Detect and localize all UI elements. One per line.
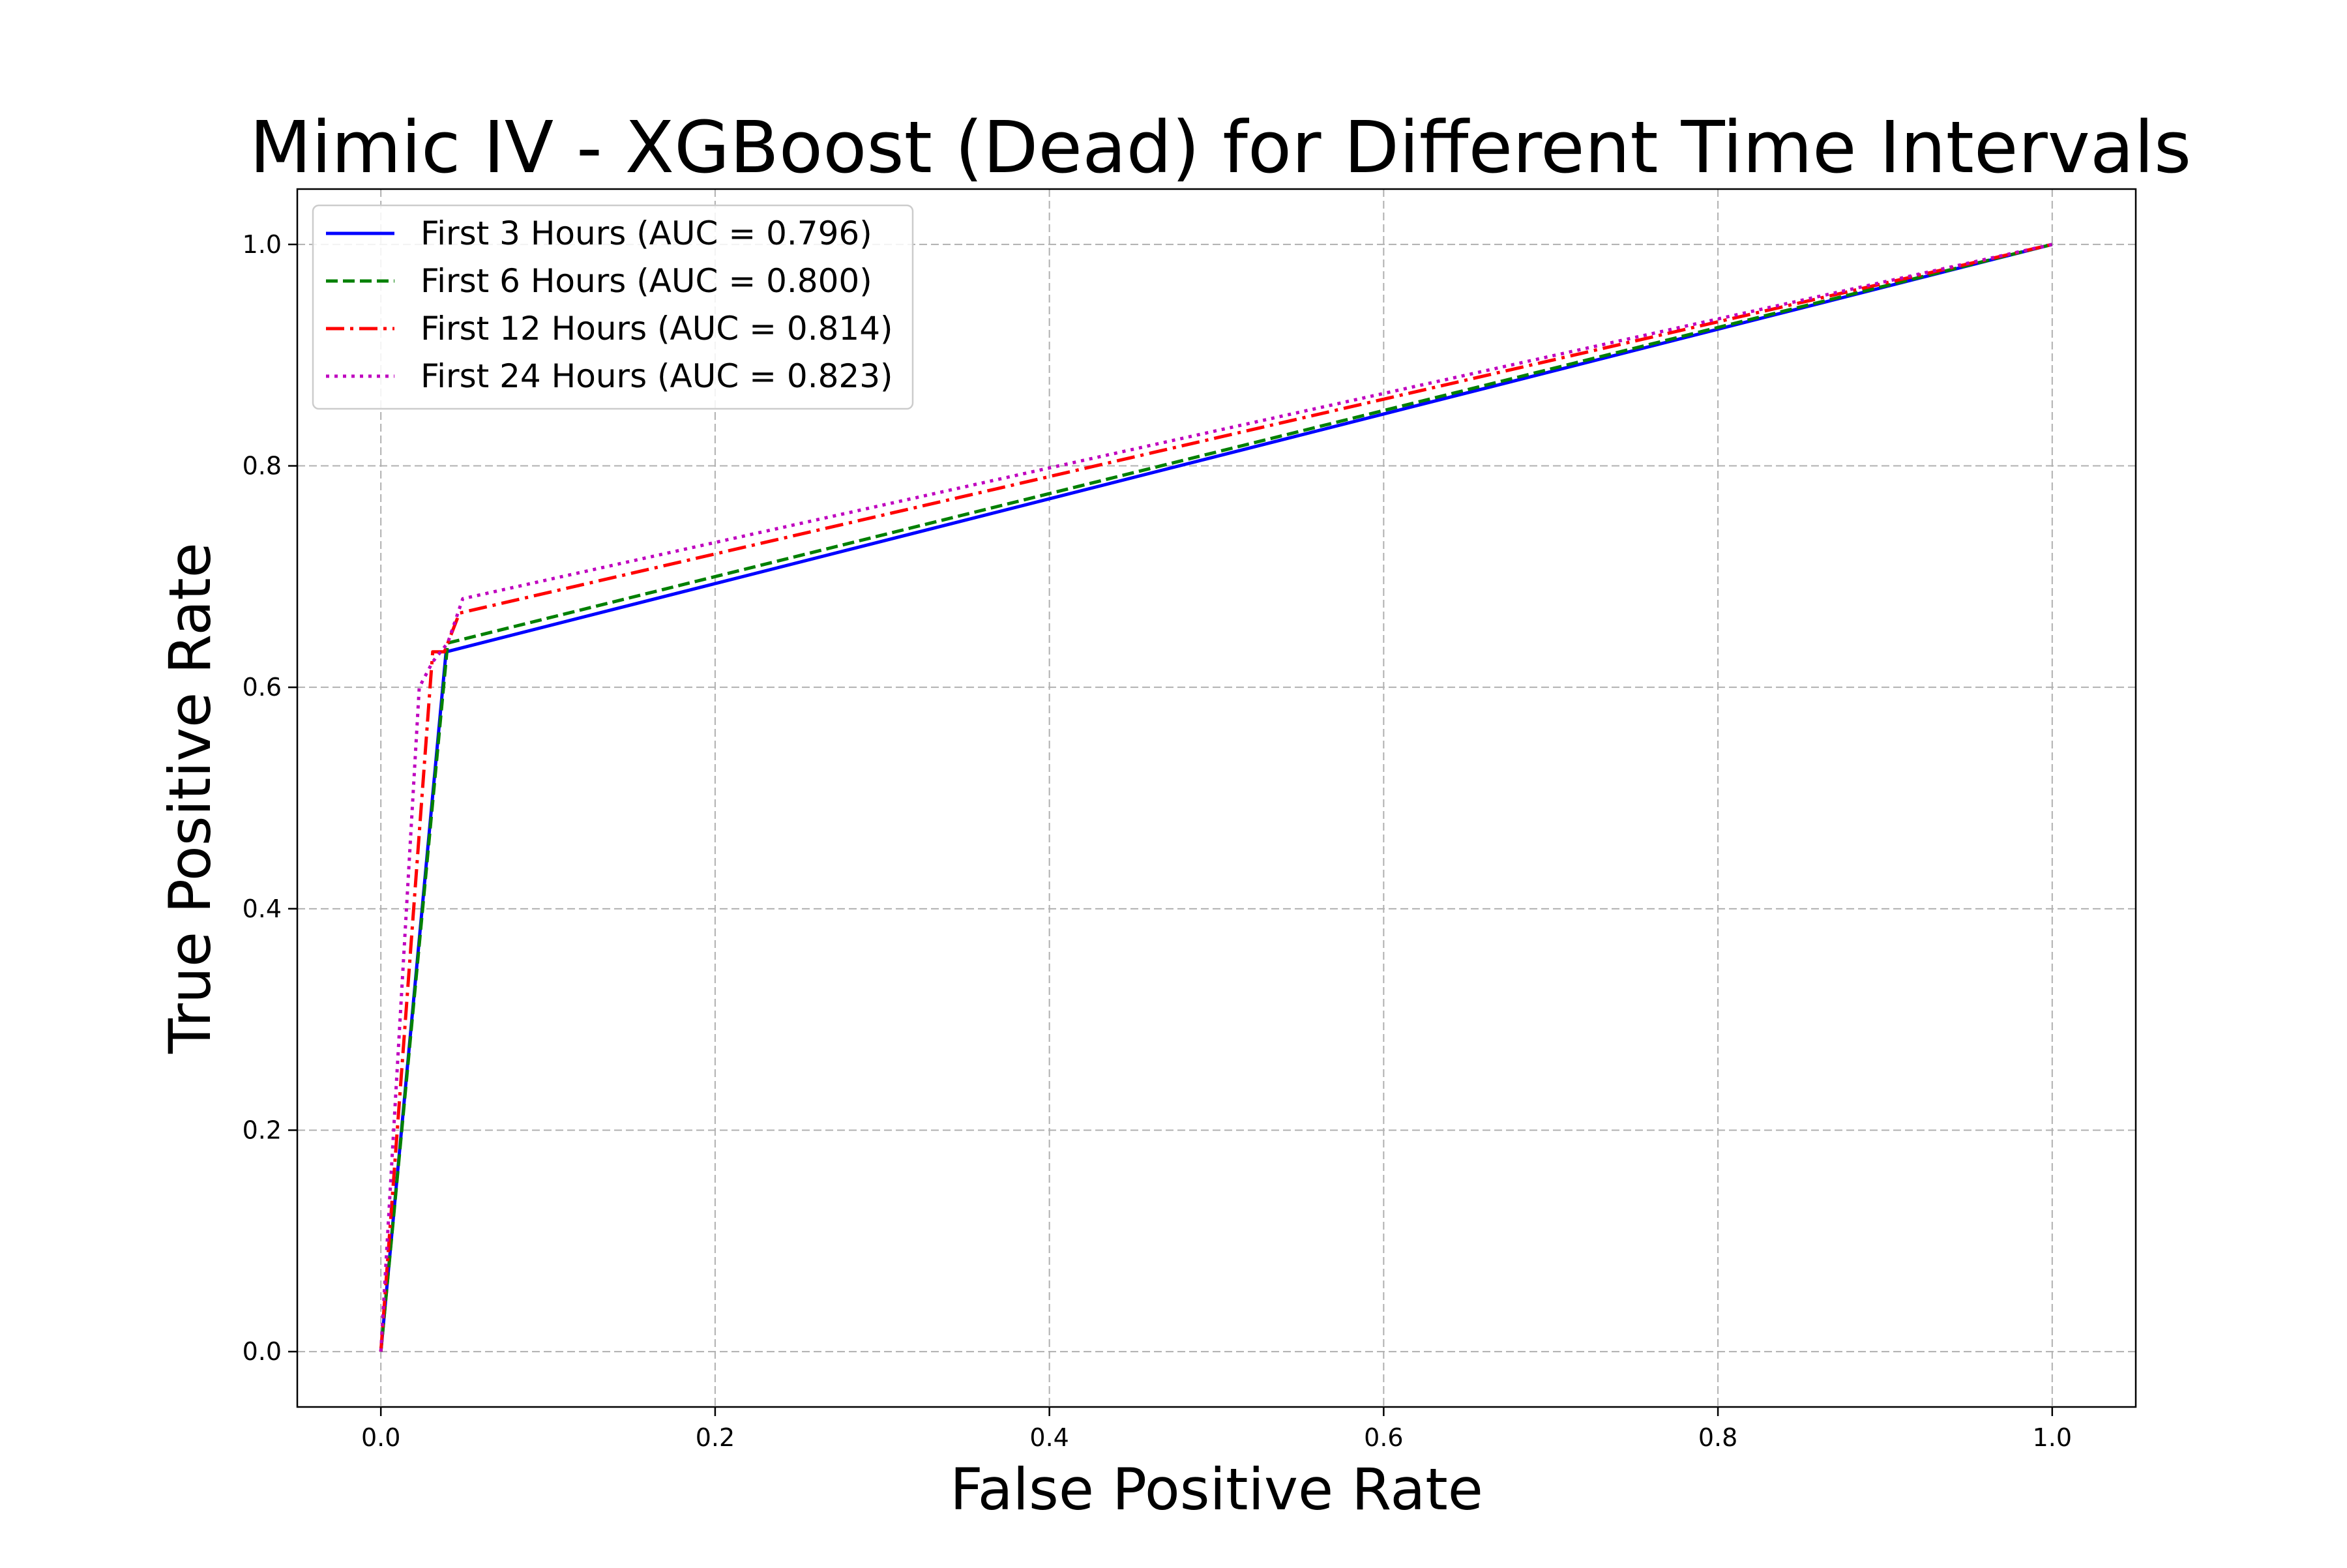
y-tick-label: 1.0: [243, 230, 282, 259]
legend-label-3: First 12 Hours (AUC = 0.814): [421, 310, 893, 348]
x-tick-label: 1.0: [2033, 1423, 2072, 1452]
x-tick-label: 0.2: [696, 1423, 735, 1452]
x-tick-label: 0.0: [361, 1423, 400, 1452]
x-tick-label: 0.4: [1029, 1423, 1069, 1452]
legend-label-2: First 6 Hours (AUC = 0.800): [421, 262, 872, 300]
plot-frame: [296, 188, 2137, 1408]
axis-ticks: 0.0 0.2 0.4 0.6 0.8 1.0 0.0 0.2 0.4 0.6 0.8 1.0: [243, 230, 2072, 1452]
series-line-3: [379, 243, 2053, 1352]
y-tick-label: 0.0: [243, 1337, 282, 1366]
x-axis-label: False Positive Rate: [950, 1456, 1483, 1523]
series-line-4: [379, 243, 2053, 1352]
legend-label-1: First 3 Hours (AUC = 0.796): [421, 214, 872, 252]
y-tick-label: 0.6: [243, 673, 282, 702]
x-tick-label: 0.8: [1698, 1423, 1737, 1452]
series-lines: [379, 243, 2053, 1352]
legend: First 3 Hours (AUC = 0.796) First 6 Hours…: [312, 204, 914, 410]
x-tick-label: 0.6: [1364, 1423, 1403, 1452]
legend-box: [312, 204, 914, 410]
legend-label-4: First 24 Hours (AUC = 0.823): [421, 357, 893, 395]
series-line-1: [379, 243, 2053, 1352]
grid-lines: [297, 189, 2136, 1407]
series-line-2: [379, 243, 2053, 1352]
y-axis-label: True Positive Rate: [156, 542, 224, 1054]
y-tick-label: 0.8: [243, 452, 282, 481]
y-tick-label: 0.2: [243, 1116, 282, 1144]
y-tick-label: 0.4: [243, 895, 282, 923]
chart-title: Mimic IV - XGBoost (Dead) for Different …: [250, 106, 2191, 189]
